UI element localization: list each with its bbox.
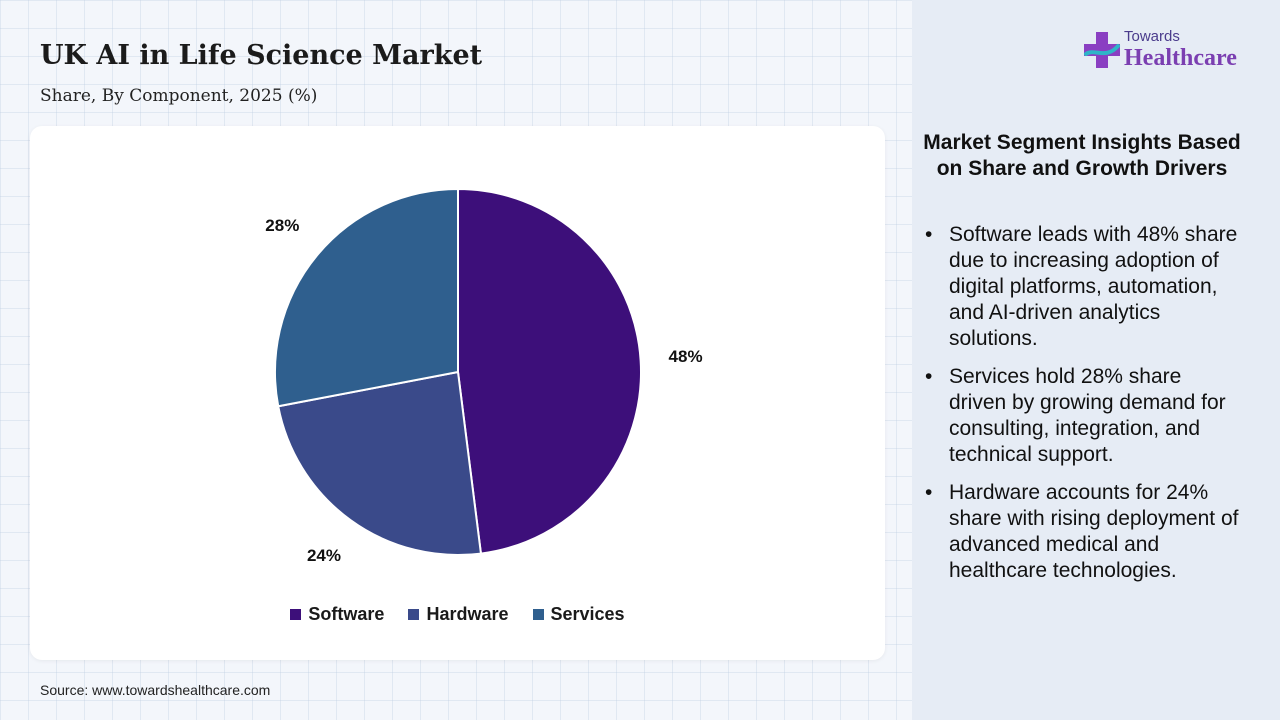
source-note: Source: www.towardshealthcare.com	[40, 682, 271, 698]
pie-slice-software	[457, 187, 642, 555]
pie-label-hardware: 24%	[307, 546, 341, 565]
legend-label-hardware: Hardware	[426, 604, 509, 624]
page-title: UK AI in Life Science Market	[40, 40, 483, 71]
logo-text-main: Healthcare	[1124, 45, 1237, 71]
insight-item-software: Software leads with 48% share due to inc…	[922, 222, 1242, 352]
insights-list: Software leads with 48% share due to inc…	[922, 222, 1242, 596]
chart-card: 48% 24% 28% Software Hardware Services	[30, 126, 885, 660]
insights-title: Market Segment Insights Based on Share a…	[923, 131, 1241, 180]
pie-chart: 48% 24% 28%	[265, 187, 703, 565]
pie-slice-services	[274, 187, 459, 408]
insight-item-hardware: Hardware accounts for 24% share with ris…	[922, 480, 1242, 584]
legend-label-services: Services	[550, 604, 625, 624]
legend-item-hardware: Hardware	[408, 604, 509, 625]
pie-label-services: 28%	[265, 216, 299, 235]
pie-label-software: 48%	[669, 347, 703, 366]
legend-item-services: Services	[532, 604, 625, 625]
legend-item-software: Software	[290, 604, 384, 625]
page-subtitle: Share, By Component, 2025 (%)	[40, 86, 318, 106]
logo-text-top: Towards	[1124, 28, 1180, 45]
insights-panel	[912, 0, 1280, 720]
legend-swatch-hardware	[408, 609, 420, 620]
legend-swatch-services	[532, 609, 544, 620]
pie-slice-hardware	[277, 370, 483, 556]
legend-label-software: Software	[308, 604, 385, 624]
brand-logo: Towards Healthcare	[1082, 28, 1262, 78]
legend-swatch-software	[290, 609, 302, 620]
chart-legend: Software Hardware Services	[30, 604, 885, 625]
insight-item-services: Services hold 28% share driven by growin…	[922, 364, 1242, 468]
medical-cross-icon	[1084, 32, 1120, 68]
